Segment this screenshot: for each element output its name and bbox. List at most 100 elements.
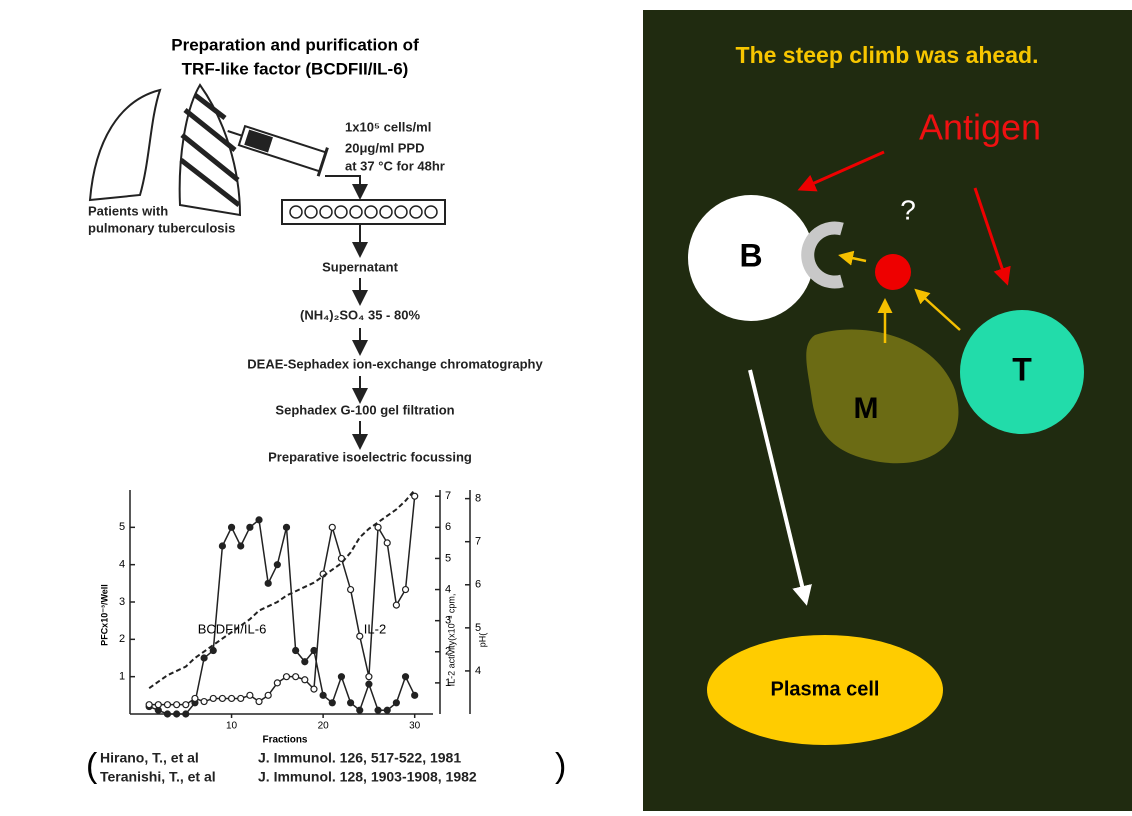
- data-point: [412, 493, 418, 499]
- y2-tick-label: 7: [445, 490, 451, 502]
- x-tick-label: 20: [318, 721, 330, 732]
- condition: 20μg/ml PPD: [345, 140, 424, 155]
- data-point: [357, 707, 363, 713]
- data-point: [348, 700, 354, 706]
- step: Supernatant: [322, 259, 399, 274]
- patients-label: pulmonary tuberculosis: [88, 220, 235, 235]
- y3-tick-label: 8: [475, 493, 481, 505]
- slide: Preparation and purification of TRF-like…: [0, 0, 1132, 811]
- data-point: [366, 674, 372, 680]
- data-point: [238, 543, 244, 549]
- series-label: BCDFII/IL-6: [198, 621, 267, 636]
- x-axis-label: Fractions: [262, 735, 307, 746]
- data-point: [174, 711, 180, 717]
- data-point: [219, 543, 225, 549]
- syringe: [223, 117, 327, 176]
- step: DEAE-Sephadex ion-exchange chromatograph…: [247, 356, 543, 371]
- condition: 1x10⁵ cells/ml: [345, 119, 431, 134]
- series-label: IL-2: [364, 621, 386, 636]
- diagram-title: The steep climb was ahead.: [736, 42, 1039, 68]
- reference-authors: Hirano, T., et al: [100, 750, 199, 766]
- data-point: [412, 692, 418, 698]
- y3-tick-label: 5: [475, 622, 481, 634]
- data-point: [210, 648, 216, 654]
- factor: [875, 254, 911, 290]
- data-point: [256, 699, 262, 705]
- y2-axis-label: IL-2 activity(x10⁻³ cpm,: [446, 594, 456, 687]
- data-point: [229, 524, 235, 530]
- step: Sephadex G-100 gel filtration: [275, 402, 454, 417]
- data-point: [247, 524, 253, 530]
- y3-tick-label: 4: [475, 665, 481, 677]
- culture-tray: [282, 200, 445, 224]
- data-point: [393, 602, 399, 608]
- step: (NH₄)₂SO₄ 35 - 80%: [300, 307, 420, 322]
- left-figure: Preparation and purification of TRF-like…: [86, 35, 566, 785]
- data-point: [219, 695, 225, 701]
- question-mark: ?: [900, 194, 916, 225]
- data-point: [201, 699, 207, 705]
- data-point: [238, 695, 244, 701]
- antigen-label: Antigen: [919, 107, 1041, 148]
- data-point: [192, 695, 198, 701]
- data-point: [338, 674, 344, 680]
- data-point: [146, 702, 152, 708]
- bracket: (: [86, 747, 98, 785]
- data-point: [256, 517, 262, 523]
- data-point: [302, 677, 308, 683]
- data-point: [274, 680, 280, 686]
- data-point: [284, 524, 290, 530]
- arrow: [325, 176, 360, 196]
- plasma-cell-label: Plasma cell: [771, 678, 880, 700]
- data-point: [348, 587, 354, 593]
- data-point: [357, 633, 363, 639]
- y-tick-label: 1: [119, 671, 125, 683]
- x-tick-label: 10: [226, 721, 238, 732]
- data-point: [274, 562, 280, 568]
- data-point: [375, 707, 381, 713]
- data-point: [201, 655, 207, 661]
- data-point: [320, 692, 326, 698]
- reference-journal: J. Immunol. 128, 1903-1908, 1982: [258, 769, 477, 785]
- data-point: [375, 524, 381, 530]
- data-point: [247, 692, 253, 698]
- data-point: [311, 648, 317, 654]
- data-point: [210, 695, 216, 701]
- data-point: [229, 695, 235, 701]
- series-line: [149, 520, 415, 714]
- data-point: [393, 700, 399, 706]
- data-point: [155, 702, 161, 708]
- y-tick-label: 5: [119, 521, 125, 533]
- y3-tick-label: 7: [475, 536, 481, 548]
- data-point: [164, 711, 170, 717]
- data-point: [311, 686, 317, 692]
- data-point: [265, 580, 271, 586]
- y-axis-label: PFCx10⁻³/Well: [99, 584, 109, 646]
- lungs: [90, 85, 240, 215]
- data-point: [174, 702, 180, 708]
- diagram: The steep climb was ahead. Antigen ? B M…: [643, 10, 1132, 811]
- data-point: [384, 540, 390, 546]
- data-point: [329, 700, 335, 706]
- data-point: [183, 711, 189, 717]
- data-point: [302, 659, 308, 665]
- page: Preparation and purification of TRF-like…: [0, 0, 1132, 811]
- data-point: [366, 681, 372, 687]
- fraction-chart: 10203012345123456745678FractionsPFCx10⁻³…: [99, 490, 487, 746]
- data-point: [403, 587, 409, 593]
- reference-journal: J. Immunol. 126, 517-522, 1981: [258, 750, 461, 766]
- y3-tick-label: 6: [475, 579, 481, 591]
- y2-tick-label: 6: [445, 521, 451, 533]
- y-tick-label: 3: [119, 596, 125, 608]
- step: Preparative isoelectric focussing: [268, 449, 472, 464]
- b-cell-label: B: [739, 237, 762, 273]
- data-point: [329, 524, 335, 530]
- y-tick-label: 4: [119, 559, 125, 571]
- data-point: [293, 648, 299, 654]
- data-point: [183, 702, 189, 708]
- figure-title: Preparation and purification of: [171, 35, 419, 54]
- t-cell-label: T: [1012, 351, 1032, 387]
- y3-axis-label: pH(: [477, 633, 487, 648]
- data-point: [284, 674, 290, 680]
- data-point: [164, 702, 170, 708]
